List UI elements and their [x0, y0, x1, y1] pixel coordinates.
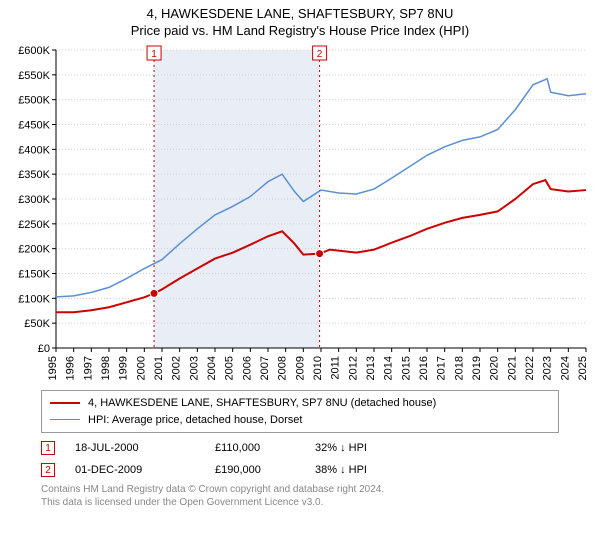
chart-plot: £0 £50K £100K £150K £200K £250K £300K £350K £400… [8, 44, 592, 384]
svg-text:2009: 2009 [294, 356, 306, 380]
svg-text:1995: 1995 [47, 356, 59, 380]
svg-text:1996: 1996 [65, 356, 77, 380]
svg-text:2017: 2017 [436, 356, 448, 380]
legend-label: HPI: Average price, detached house, Dors… [88, 412, 302, 429]
svg-text:£300K: £300K [18, 194, 50, 206]
svg-text:2023: 2023 [542, 356, 554, 380]
svg-text:£100K: £100K [18, 293, 50, 305]
svg-text:2003: 2003 [188, 356, 200, 380]
footer-line-1: Contains HM Land Registry data © Crown c… [41, 483, 559, 496]
svg-text:2020: 2020 [489, 356, 501, 380]
svg-text:£250K: £250K [18, 219, 50, 231]
sale-marker-icon: 1 [41, 441, 55, 455]
svg-text:£500K: £500K [18, 95, 50, 107]
svg-text:2011: 2011 [330, 356, 342, 380]
sales-table: 1 18-JUL-2000£110,00032% ↓ HPI 2 01-DEC-200… [41, 437, 559, 481]
svg-text:£150K: £150K [18, 269, 50, 281]
svg-text:2015: 2015 [400, 356, 412, 380]
attribution-footer: Contains HM Land Registry data © Crown c… [41, 483, 559, 509]
svg-text:£200K: £200K [18, 244, 50, 256]
svg-text:2013: 2013 [365, 356, 377, 380]
sale-row: 2 01-DEC-2009£190,00038% ↓ HPI [41, 459, 559, 481]
svg-text:2004: 2004 [206, 356, 218, 380]
svg-text:2012: 2012 [347, 356, 359, 380]
legend-label: 4, HAWKESDENE LANE, SHAFTESBURY, SP7 8NU… [88, 395, 436, 412]
svg-text:2005: 2005 [224, 356, 236, 380]
svg-text:2018: 2018 [453, 356, 465, 380]
svg-text:2025: 2025 [577, 356, 589, 380]
legend-swatch [50, 419, 80, 420]
svg-text:1998: 1998 [100, 356, 112, 380]
svg-text:£50K: £50K [24, 318, 50, 330]
chart-title-address: 4, HAWKESDENE LANE, SHAFTESBURY, SP7 8NU [8, 6, 592, 21]
svg-text:2008: 2008 [277, 356, 289, 380]
chart-container: 4, HAWKESDENE LANE, SHAFTESBURY, SP7 8NU… [0, 0, 600, 560]
svg-text:£400K: £400K [18, 144, 50, 156]
svg-text:1: 1 [151, 49, 157, 60]
line-chart-svg: £0 £50K £100K £150K £200K £250K £300K £350K £400… [8, 44, 592, 384]
legend-row: HPI: Average price, detached house, Dors… [50, 412, 550, 429]
svg-text:£450K: £450K [18, 120, 50, 132]
legend-row: 4, HAWKESDENE LANE, SHAFTESBURY, SP7 8NU… [50, 395, 550, 412]
sale-pct: 38% ↓ HPI [315, 464, 435, 476]
sale-price: £190,000 [215, 464, 315, 476]
sale-date: 18-JUL-2000 [75, 442, 215, 454]
legend-swatch [50, 402, 80, 404]
sale-marker-icon: 2 [41, 463, 55, 477]
svg-text:2016: 2016 [418, 356, 430, 380]
svg-text:£350K: £350K [18, 169, 50, 181]
svg-text:2021: 2021 [506, 356, 518, 380]
svg-text:2002: 2002 [171, 356, 183, 380]
svg-text:2000: 2000 [135, 356, 147, 380]
footer-line-2: This data is licensed under the Open Gov… [41, 496, 559, 509]
sale-date: 01-DEC-2009 [75, 464, 215, 476]
svg-text:2024: 2024 [559, 356, 571, 380]
svg-text:£550K: £550K [18, 70, 50, 82]
svg-text:2010: 2010 [312, 356, 324, 380]
chart-title-sub: Price paid vs. HM Land Registry's House … [8, 23, 592, 38]
svg-text:2006: 2006 [241, 356, 253, 380]
svg-text:1999: 1999 [118, 356, 130, 380]
svg-text:1997: 1997 [82, 356, 94, 380]
svg-text:2007: 2007 [259, 356, 271, 380]
svg-text:2022: 2022 [524, 356, 536, 380]
sale-pct: 32% ↓ HPI [315, 442, 435, 454]
svg-text:£0: £0 [38, 343, 50, 355]
svg-text:2001: 2001 [153, 356, 165, 380]
svg-text:2: 2 [317, 49, 323, 60]
svg-text:£600K: £600K [18, 45, 50, 57]
svg-text:2019: 2019 [471, 356, 483, 380]
svg-text:2014: 2014 [383, 356, 395, 380]
sale-price: £110,000 [215, 442, 315, 454]
sale-row: 1 18-JUL-2000£110,00032% ↓ HPI [41, 437, 559, 459]
legend: 4, HAWKESDENE LANE, SHAFTESBURY, SP7 8NU… [41, 390, 559, 433]
